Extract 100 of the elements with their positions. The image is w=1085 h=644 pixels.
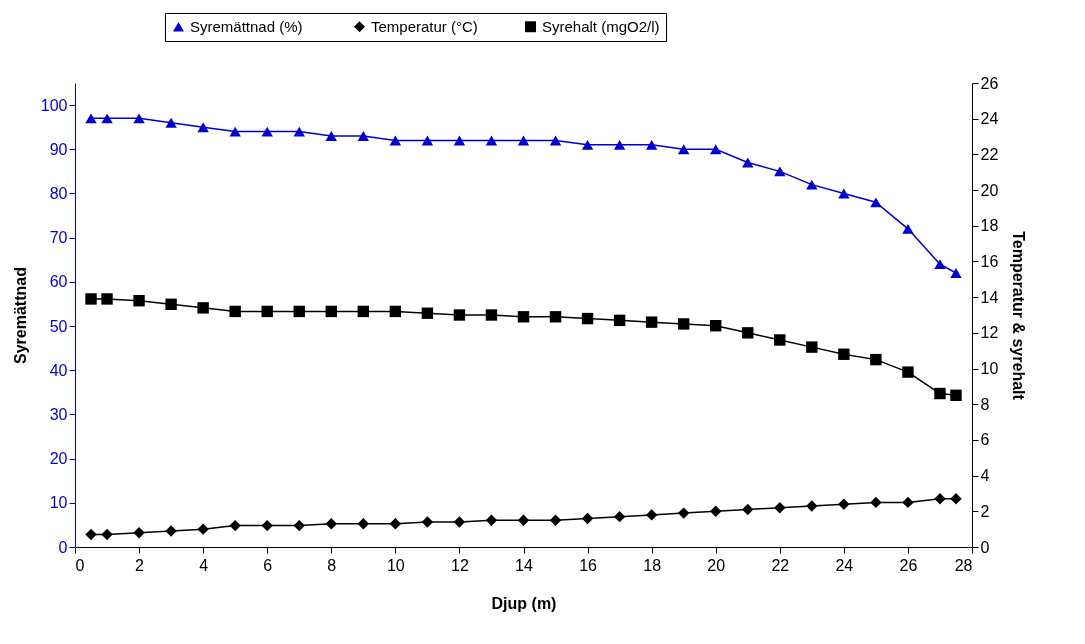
y-tick-label: 40 [49, 361, 68, 379]
point [485, 135, 498, 146]
point [549, 311, 562, 323]
y2-tick-label: 0 [980, 538, 990, 556]
point [261, 519, 273, 532]
point [645, 509, 658, 521]
point [357, 131, 370, 141]
point [710, 320, 722, 332]
point [517, 311, 530, 323]
point [485, 514, 498, 526]
point [613, 314, 626, 327]
point [453, 516, 466, 528]
y-axis-title: Syremättnad [11, 267, 29, 364]
point [197, 302, 209, 314]
point [101, 528, 113, 541]
point [389, 518, 402, 530]
point [902, 366, 914, 378]
point [806, 341, 818, 353]
point [517, 135, 530, 146]
point [133, 295, 145, 307]
y-tick-label: 20 [49, 450, 68, 468]
point [421, 307, 434, 319]
y2-tick-label: 12 [980, 324, 999, 342]
point [293, 126, 305, 137]
point [838, 348, 850, 360]
x-tick-label: 2 [135, 556, 145, 574]
point [870, 353, 882, 366]
point [85, 113, 97, 124]
x-tick-label: 28 [954, 556, 973, 574]
point [453, 135, 466, 146]
x-tick-label: 24 [835, 556, 854, 574]
point [197, 523, 209, 535]
point [133, 527, 145, 539]
point [774, 166, 786, 177]
point [677, 507, 690, 519]
point [742, 503, 754, 516]
y-tick-label: 90 [49, 140, 68, 158]
point [645, 316, 658, 328]
point [293, 305, 305, 318]
point [581, 312, 594, 325]
point [934, 493, 946, 505]
x-tick-label: 6 [263, 556, 273, 574]
point [581, 139, 594, 150]
point [902, 496, 914, 509]
point [325, 305, 337, 318]
point [293, 519, 305, 532]
legend-label: Temperatur (°C) [371, 17, 478, 35]
point [485, 309, 498, 321]
y-tick-label: 50 [49, 317, 68, 335]
point [357, 518, 370, 530]
y2-tick-label: 24 [980, 110, 999, 128]
y2-axis-title: Temperatur & syrehalt [1010, 231, 1028, 401]
point [774, 502, 786, 514]
point [389, 305, 402, 318]
point [838, 188, 850, 199]
y2-tick-label: 14 [980, 288, 999, 306]
point [325, 518, 337, 530]
x-tick-label: 14 [515, 556, 533, 574]
point [742, 327, 754, 339]
x-tick-label: 8 [327, 556, 337, 574]
point [549, 135, 562, 146]
point [902, 223, 914, 234]
point [549, 514, 562, 526]
x-tick-label: 4 [199, 556, 209, 574]
point [742, 157, 754, 168]
y2-tick-label: 2 [980, 502, 990, 520]
point [165, 298, 177, 310]
point [197, 122, 209, 133]
point [838, 498, 850, 510]
point [357, 305, 370, 318]
y2-tick-label: 4 [980, 467, 990, 485]
point [229, 305, 241, 318]
x-tick-label: 0 [75, 556, 85, 574]
x-axis-title: Djup (m) [491, 594, 557, 612]
point [677, 144, 690, 155]
point [101, 113, 113, 124]
x-tick-label: 20 [707, 556, 726, 574]
y-tick-label: 80 [49, 184, 68, 202]
point [85, 528, 97, 541]
point [774, 334, 786, 346]
y2-tick-label: 22 [980, 145, 999, 163]
point [934, 259, 946, 270]
y-tick-label: 60 [49, 273, 68, 291]
point [613, 139, 626, 150]
point [165, 117, 177, 128]
point [950, 389, 962, 402]
y2-tick-label: 10 [980, 360, 999, 378]
x-tick-label: 26 [899, 556, 918, 574]
point [581, 512, 594, 525]
point [261, 126, 273, 137]
point [677, 318, 690, 330]
y2-tick-label: 18 [980, 217, 999, 235]
x-tick-label: 10 [386, 556, 405, 574]
y-tick-label: 100 [40, 96, 68, 114]
point [229, 519, 241, 532]
point [710, 505, 722, 518]
legend-label: Syrehalt (mgO2/l) [542, 17, 660, 35]
point [325, 131, 337, 141]
legend-label: Syremättnad (%) [190, 17, 303, 35]
x-tick-label: 16 [579, 556, 598, 574]
